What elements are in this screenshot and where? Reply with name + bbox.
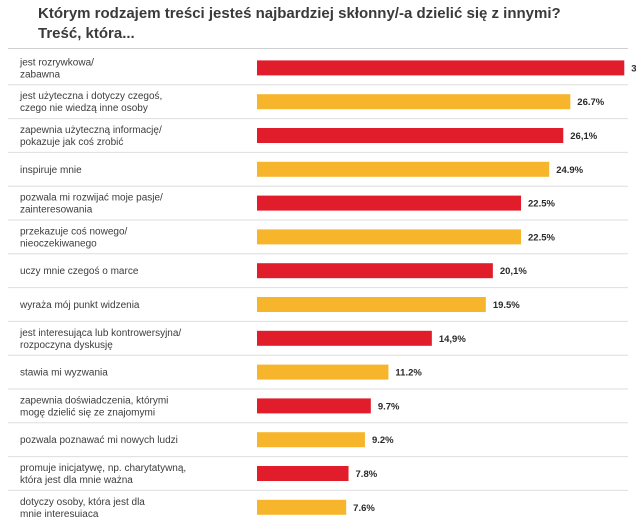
category-label: jest rozrywkowa/zabawna: [19, 57, 94, 80]
category-label: promuje inicjatywę, np. charytatywną, któ…: [20, 463, 186, 486]
category-label: uczy mnie czegoś o marce: [20, 266, 139, 277]
bar: [257, 263, 493, 279]
value-label: 22.5%: [528, 199, 555, 210]
category-label: stawia mi wyzwania: [20, 368, 108, 379]
bar: [257, 297, 486, 312]
value-label: 7.6%: [353, 503, 375, 514]
value-label: 11.2%: [395, 368, 422, 379]
bar: [257, 499, 347, 515]
value-label: 9.7%: [378, 401, 400, 412]
value-label: 14,9%: [439, 334, 466, 345]
chart-title-line-1: Którym rodzajem treści jesteś najbardzie…: [38, 5, 561, 22]
category-label: przekazuje coś nowego/nieoczekiwanego: [20, 226, 128, 249]
category-label: jest interesująca lub kontrowersyjna/roz…: [19, 328, 181, 351]
category-label: dotyczy osoby, która jest dla mnie intere…: [20, 497, 145, 517]
value-label: 22.5%: [528, 232, 555, 243]
category-label: zapewnia doświadczenia, którymi mogę dzie…: [20, 395, 168, 418]
chart-title-line-2: Treść, która...: [38, 25, 135, 42]
bar: [257, 229, 522, 245]
value-label: 26,1%: [570, 131, 597, 142]
value-label: 26.7%: [577, 97, 604, 108]
value-label: 9.2%: [372, 435, 394, 446]
bar: [257, 60, 625, 76]
bar: [257, 466, 349, 481]
category-label: jest użyteczna i dotyczy czegoś, czego ni…: [19, 91, 162, 114]
bar: [257, 398, 371, 414]
title-divider: [8, 48, 628, 49]
value-label: 19.5%: [493, 300, 520, 311]
bar: [257, 432, 365, 448]
category-label: inspiruje mnie: [20, 165, 82, 176]
bar: [257, 364, 389, 380]
bar: [257, 330, 432, 346]
value-label: 7.8%: [356, 469, 378, 480]
value-label: 24.9%: [556, 165, 583, 176]
bar: [257, 161, 550, 177]
bar: [257, 195, 522, 211]
bar: [257, 128, 564, 143]
value-label: 31.3%: [631, 63, 636, 74]
category-label: pozwala mi rozwijać moje pasje/zainteres…: [20, 193, 163, 216]
category-label: wyraża mój punkt widzenia: [19, 300, 140, 311]
value-label: 20,1%: [500, 266, 527, 277]
bar: [257, 94, 571, 110]
chart-title: Którym rodzajem treści jesteś najbardzie…: [38, 4, 628, 44]
category-label: pozwala poznawać mi nowych ludzi: [20, 435, 178, 446]
category-label: zapewnia użyteczną informację/pokazuje j…: [20, 125, 162, 148]
